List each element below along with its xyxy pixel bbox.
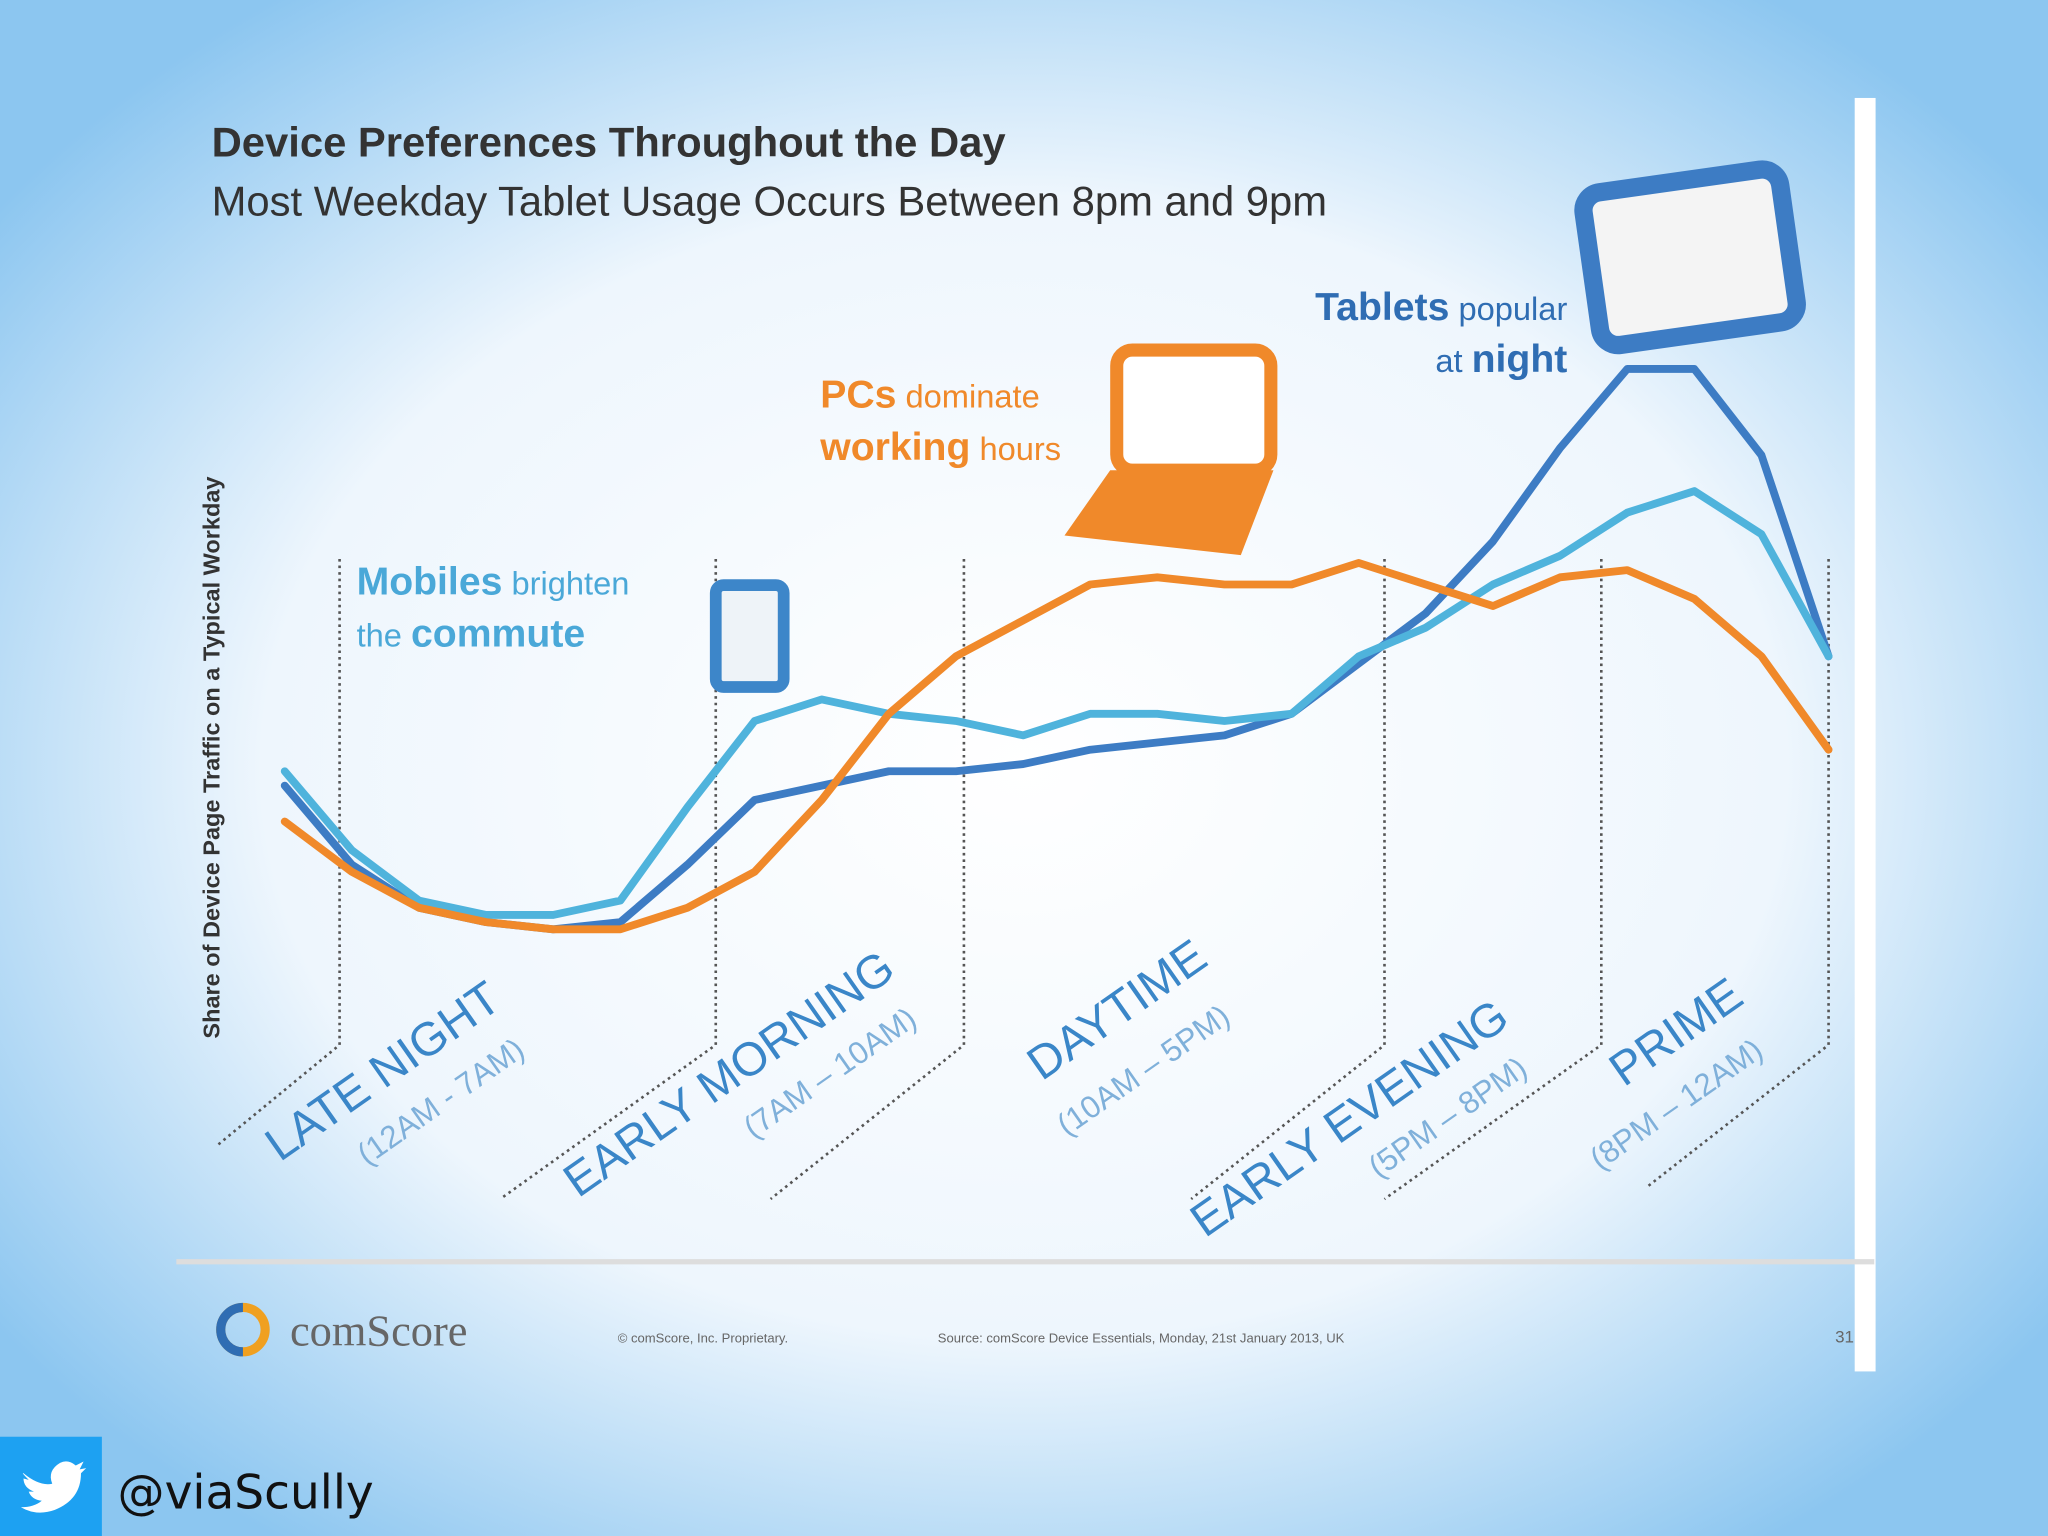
- y-axis-label: Share of Device Page Traffic on a Typica…: [198, 477, 224, 1039]
- annotation-part: Mobiles: [357, 560, 503, 603]
- annotation: PCs dominate: [820, 374, 1040, 417]
- annotation-part: Tablets: [1315, 286, 1449, 329]
- page-number: 31: [1835, 1328, 1854, 1347]
- series-line: [280, 559, 1833, 934]
- slide-edge: [1854, 97, 1876, 1372]
- annotation-part: dominate: [896, 378, 1039, 415]
- annotation-part: commute: [411, 613, 585, 656]
- divider: [499, 559, 718, 1201]
- divider: [769, 559, 966, 1201]
- annotation-part: working: [819, 426, 970, 469]
- annotation: Tablets popular: [1315, 286, 1567, 329]
- divider: [214, 559, 341, 1148]
- annotation-part: the: [357, 617, 411, 654]
- brand-name: comScore: [290, 1305, 468, 1355]
- mobile-icon: [709, 579, 790, 693]
- period-dividers: [214, 559, 1830, 1201]
- annotation-part: night: [1472, 338, 1568, 381]
- divider: [1190, 559, 1386, 1201]
- chart-subtitle: Most Weekday Tablet Usage Occurs Between…: [212, 178, 1328, 225]
- laptop-icon: [1064, 343, 1278, 556]
- annotation-part: PCs: [820, 374, 896, 417]
- annotation-part: brighten: [502, 564, 629, 601]
- tablet-icon: [1574, 160, 1806, 355]
- copyright: © comScore, Inc. Proprietary.: [618, 1331, 788, 1346]
- annotation-part: at: [1435, 342, 1471, 379]
- source: Source: comScore Device Essentials, Mond…: [938, 1331, 1345, 1346]
- twitter-bird: [20, 1461, 87, 1513]
- annotation-part: hours: [970, 430, 1061, 467]
- annotation-part: popular: [1449, 290, 1567, 327]
- annotation: the commute: [357, 613, 586, 656]
- twitter-handle: @viaScully: [118, 1466, 374, 1521]
- annotation: Mobiles brighten: [357, 560, 630, 603]
- brand-logo: [216, 1302, 270, 1357]
- annotation: at night: [1435, 338, 1567, 381]
- divider: [1383, 559, 1603, 1201]
- series-line: [280, 487, 1833, 919]
- annotation: working hours: [819, 426, 1061, 469]
- divider: [1647, 559, 1830, 1187]
- chart-title: Device Preferences Throughout the Day: [212, 119, 1007, 166]
